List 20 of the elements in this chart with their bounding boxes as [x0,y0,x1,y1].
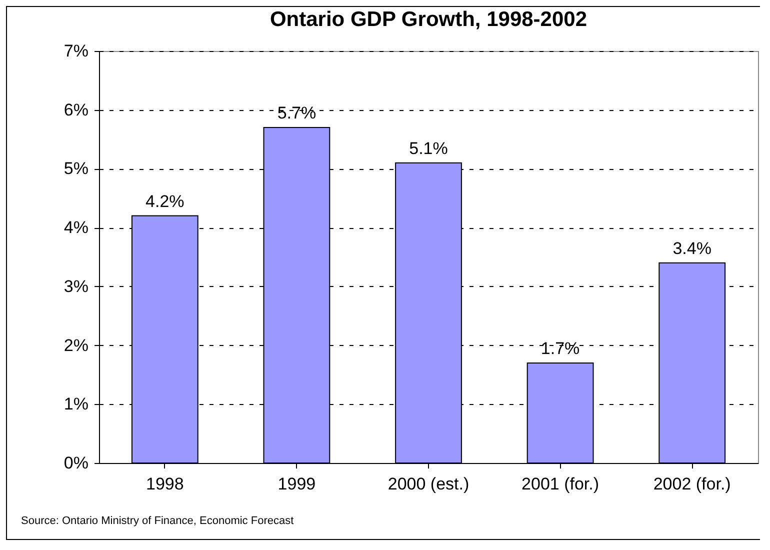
y-tick-label: 4% [64,218,88,238]
y-tick-label: 2% [64,336,88,355]
x-tick-label: 2002 (for.) [653,474,731,494]
data-label: 4.2% [146,192,184,211]
y-tick-label: 1% [64,394,88,414]
x-tick-label: 2000 (est.) [388,474,470,494]
data-label: 5.7% [277,104,316,123]
x-tick-label: 1999 [278,474,316,494]
data-label: 1.7% [540,338,580,358]
x-tick-label: 2001 (for.) [522,474,600,494]
x-tick-label: 1998 [146,474,184,494]
data-label: 5.1% [409,138,448,158]
y-tick-label: 3% [64,276,88,296]
y-tick-label: 6% [64,100,88,120]
chart-title: Ontario GDP Growth, 1998-2002 [270,8,588,31]
y-tick-label: 0% [64,454,88,472]
source-note: Source: Ontario Ministry of Finance, Economic Forecast [21,515,294,527]
y-tick-label: 7% [64,42,88,60]
data-label: 3.4% [672,238,712,258]
y-tick-label: 5% [64,159,88,178]
